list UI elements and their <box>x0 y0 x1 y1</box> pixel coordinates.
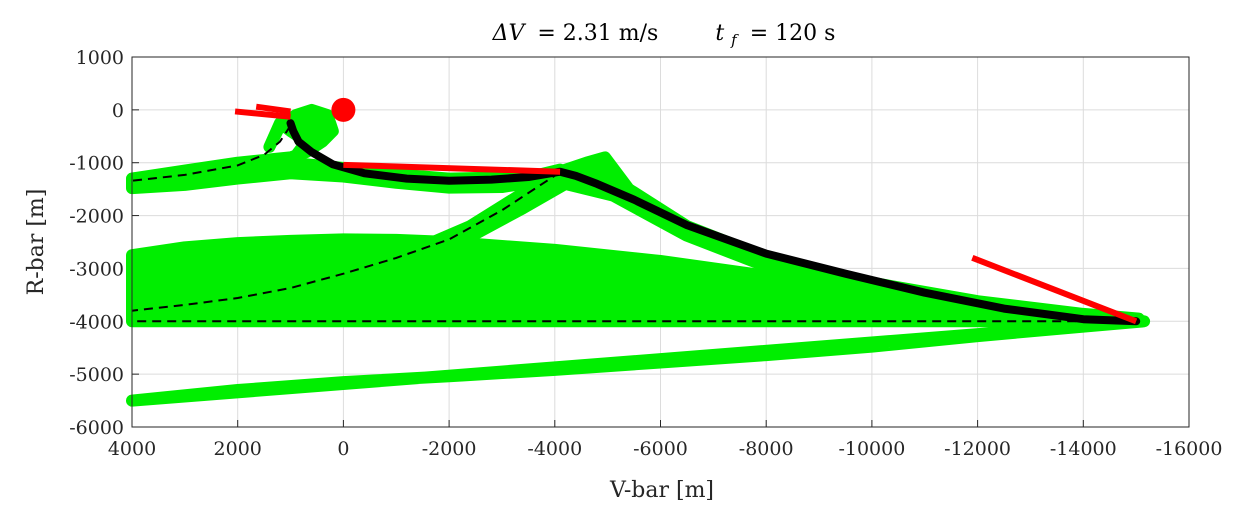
y-tick-labels: 1000 0 -1000 -2000 -3000 -4000 -5000 -6000 <box>69 47 124 439</box>
x-tick-label: -12000 <box>944 438 1011 460</box>
x-tick-label: -8000 <box>739 438 794 460</box>
x-tick-label: -10000 <box>838 438 905 460</box>
y-tick-label: 0 <box>112 100 124 122</box>
x-tick-label: 0 <box>337 438 349 460</box>
thrust-vector-layer <box>234 103 1138 325</box>
tf-symbol: t <box>715 21 724 46</box>
trajectory-line <box>286 119 1141 326</box>
x-tick-label: -6000 <box>633 438 688 460</box>
target-layer <box>331 97 356 122</box>
y-tick-label: 1000 <box>76 47 124 69</box>
y-tick-label: -1000 <box>69 153 124 175</box>
delta-v-value: = 2.31 m/s <box>537 21 658 46</box>
tf-subscript: f <box>730 31 739 49</box>
tf-value: = 120 s <box>750 21 836 46</box>
y-tick-label: -3000 <box>69 258 124 280</box>
thrust-vector <box>234 108 291 120</box>
chart-title: ΔV = 2.31 m/s t f = 120 s <box>492 21 836 51</box>
thrust-vector <box>255 103 291 115</box>
nominal-dashed-line <box>131 171 561 312</box>
x-tick-label: -16000 <box>1156 438 1223 460</box>
x-axis-label: V-bar [m] <box>609 478 714 503</box>
x-tick-label: -4000 <box>527 438 582 460</box>
y-tick-label: -2000 <box>69 206 124 228</box>
delta-v-symbol: ΔV <box>492 21 527 46</box>
x-tick-label: -2000 <box>422 438 477 460</box>
thrust-vector <box>971 255 1138 325</box>
uncertainty-envelope-layer <box>126 103 1151 407</box>
thrust-vector <box>343 161 561 175</box>
trajectory-layer <box>286 119 1141 326</box>
x-tick-label: -14000 <box>1050 438 1117 460</box>
y-tick-label: -6000 <box>69 417 124 439</box>
y-tick-label: -5000 <box>69 364 124 386</box>
x-tick-label: 2000 <box>214 438 262 460</box>
x-tick-labels: 4000 2000 0 -2000 -4000 -6000 -8000 -10000 -1200… <box>108 438 1223 460</box>
x-tick-label: 4000 <box>108 438 156 460</box>
target-marker <box>331 97 356 122</box>
nominal-path-layer <box>131 125 1137 323</box>
plot-frame <box>131 56 1190 428</box>
y-tick-label: -4000 <box>69 311 124 333</box>
y-axis-label: R-bar [m] <box>24 189 49 296</box>
nominal-dashed-line <box>131 125 292 182</box>
